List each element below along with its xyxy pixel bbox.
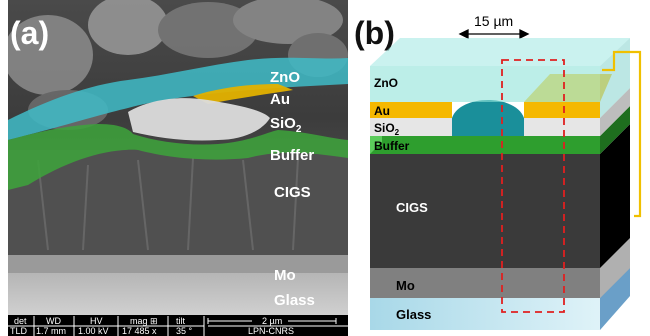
- info-header-hv: HV: [90, 316, 103, 326]
- panel-b-label: (b): [354, 15, 395, 51]
- panel-a-label: (a): [10, 15, 49, 51]
- measurement-region: [501, 59, 565, 313]
- sem-buffer-overlay: [8, 124, 348, 190]
- glass-layer: [370, 268, 630, 330]
- label-au: Au: [374, 104, 390, 118]
- sio2-side: [600, 88, 630, 136]
- info-header-tilt: tilt: [176, 316, 185, 326]
- cigs-layer: [370, 154, 600, 268]
- info-lab-name: LPN-CNRS: [248, 326, 294, 336]
- sem-label-glass: Glass: [274, 292, 315, 309]
- info-value-hv: 1.00 kV: [78, 326, 109, 336]
- info-value-mag: 17 485 x: [122, 326, 157, 336]
- glass-side: [600, 268, 630, 330]
- sem-label-au: Au: [270, 91, 290, 108]
- zno-side: [600, 38, 630, 118]
- buffer-side: [600, 106, 630, 154]
- sio2-left: [370, 118, 452, 136]
- sem-panel: (a) ZnO Au SiO2 Buffer CIGS Mo Glass det…: [8, 0, 348, 336]
- sem-sio2-overlay: [128, 98, 270, 141]
- sem-label-mo: Mo: [274, 267, 296, 284]
- label-zno: ZnO: [374, 76, 398, 90]
- sem-label-buffer: Buffer: [270, 147, 314, 164]
- info-value-tilt: 35 °: [176, 326, 193, 336]
- cigs-side: [600, 124, 630, 268]
- sem-label-zno: ZnO: [270, 69, 300, 86]
- info-header-det: det: [14, 316, 27, 326]
- info-value-det: TLD: [10, 326, 28, 336]
- label-cigs: CIGS: [396, 200, 428, 215]
- schematic-diagram: (b) 15 µm Glass Mo CIGS Buffer SiO2: [354, 13, 642, 330]
- sem-mo-layer: [8, 255, 348, 273]
- sem-au-overlay: [193, 84, 293, 104]
- info-header-wd: WD: [46, 316, 61, 326]
- schematic-panel: (b) 15 µm Glass Mo CIGS Buffer SiO2: [352, 0, 650, 336]
- sem-image: (a) ZnO Au SiO2 Buffer CIGS Mo Glass det…: [8, 0, 348, 336]
- sem-cigs-region: [8, 150, 348, 255]
- mo-side: [600, 238, 630, 298]
- au-left: [370, 102, 452, 118]
- sem-glass-layer: [8, 273, 348, 315]
- zno-top: [370, 38, 630, 66]
- dimension-label: 15 µm: [474, 13, 513, 29]
- sio2-right: [524, 118, 600, 136]
- label-mo: Mo: [396, 278, 415, 293]
- buffer-layer: [370, 136, 600, 154]
- sem-label-cigs: CIGS: [274, 184, 311, 201]
- zno-aperture: [452, 100, 524, 136]
- info-dividers: [8, 316, 348, 336]
- dimension-arrow: [458, 28, 530, 40]
- contact-wire: [602, 50, 642, 218]
- label-sio2: SiO2: [374, 121, 400, 137]
- label-glass: Glass: [396, 307, 431, 322]
- sem-zno-overlay: [8, 57, 348, 140]
- zno-layer: [370, 66, 600, 102]
- info-scale-label: 2 µm: [262, 316, 282, 326]
- label-buffer: Buffer: [374, 139, 410, 153]
- sem-label-sio2: SiO2: [270, 115, 302, 135]
- info-value-wd: 1.7 mm: [36, 326, 66, 336]
- au-right: [524, 102, 600, 118]
- info-header-mag: mag ⊞: [130, 316, 158, 326]
